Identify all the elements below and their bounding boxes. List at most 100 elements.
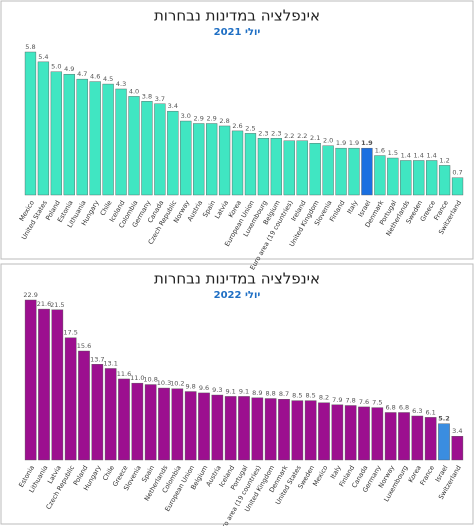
chart-title: אינפלציה במדינות נבחרות: [154, 7, 320, 25]
value-label: 2.9: [206, 115, 216, 123]
value-label: 4.3: [116, 80, 126, 88]
value-label: 9.1: [239, 387, 249, 395]
bar: [251, 397, 264, 461]
bar: [37, 61, 50, 196]
bar: [451, 436, 464, 461]
value-label: 13.7: [90, 355, 104, 363]
value-label: 2.6: [232, 122, 242, 130]
bar: [76, 78, 88, 196]
bar: [184, 391, 197, 461]
value-label: 8.8: [265, 390, 275, 398]
bar: [158, 387, 170, 461]
value-label: 1.2: [439, 156, 449, 164]
value-label: 6.1: [425, 408, 435, 416]
value-label: 5.4: [38, 53, 48, 61]
bar: [24, 51, 37, 196]
bar: [38, 308, 50, 461]
bar: [198, 392, 210, 461]
value-label: 8.7: [279, 390, 289, 398]
bar: [102, 83, 114, 196]
bar: [371, 407, 384, 461]
bar: [224, 396, 237, 461]
value-label: 8.9: [252, 389, 262, 397]
bar: [180, 120, 192, 196]
chart-subtitle: יולי 2021: [214, 27, 261, 38]
value-label: 1.4: [401, 151, 411, 159]
value-label: 17.5: [63, 329, 77, 337]
value-label: 11.6: [117, 370, 131, 378]
bar: [167, 110, 179, 196]
bar: [411, 415, 424, 461]
bar: [400, 160, 412, 196]
value-label: 6.8: [385, 403, 395, 411]
value-label: 1.9: [349, 139, 359, 147]
bar: [296, 140, 308, 196]
value-label: 10.8: [143, 376, 157, 384]
bar: [424, 417, 437, 461]
value-label: 3.4: [452, 427, 462, 435]
bar: [89, 81, 101, 196]
value-label: 7.9: [332, 396, 342, 404]
bar: [257, 138, 270, 196]
value-label: 8.5: [305, 392, 315, 400]
bar: [238, 396, 250, 461]
value-label: 4.0: [129, 87, 139, 95]
bar: [50, 71, 62, 196]
bar: [24, 299, 37, 461]
value-label: 1.9: [336, 139, 346, 147]
value-label: 4.6: [90, 73, 100, 81]
value-label: 2.0: [323, 137, 333, 145]
bar: [64, 337, 77, 461]
value-label: 5.2: [438, 415, 450, 423]
value-label: 3.7: [155, 95, 165, 103]
value-label: 13.1: [103, 359, 117, 367]
bar: [270, 138, 282, 196]
bar: [244, 133, 257, 196]
bar: [193, 123, 205, 196]
value-label: 9.1: [225, 387, 235, 395]
value-label: 2.5: [245, 124, 255, 132]
value-label: 5.8: [25, 43, 35, 51]
bar: [78, 350, 90, 461]
bar: [131, 382, 144, 461]
value-label: 7.8: [345, 397, 355, 405]
value-label: 2.9: [194, 115, 204, 123]
bar: [51, 309, 64, 461]
value-label: 7.6: [359, 398, 369, 406]
value-label: 0.7: [452, 169, 462, 177]
bar: [291, 400, 304, 461]
value-label: 21.5: [50, 301, 64, 309]
value-label: 1.6: [375, 147, 385, 155]
value-label: 3.0: [181, 112, 191, 120]
value-label: 7.5: [372, 399, 382, 407]
bar: [344, 405, 357, 461]
bar: [218, 125, 231, 196]
bar: [413, 160, 425, 196]
bar: [348, 147, 360, 196]
value-label: 6.3: [412, 407, 422, 415]
bar: [171, 388, 184, 461]
bar: [387, 157, 399, 196]
bar: [144, 384, 157, 461]
bar: [384, 412, 397, 461]
bar: [335, 147, 347, 196]
bar: [115, 88, 127, 196]
value-label: 8.5: [292, 392, 302, 400]
value-label: 22.9: [23, 291, 37, 299]
chart-title: אינפלציה במדינות נבחרות: [154, 270, 320, 288]
bar: [128, 96, 140, 196]
bar: [358, 406, 370, 461]
value-label: 8.2: [319, 394, 329, 402]
value-label: 10.2: [170, 380, 184, 388]
value-label: 6.8: [399, 403, 409, 411]
value-label: 3.4: [168, 102, 178, 110]
bar: [211, 394, 224, 461]
value-label: 2.2: [297, 132, 307, 140]
bar: [231, 130, 244, 196]
bar: [398, 412, 410, 461]
value-label: 2.3: [258, 129, 268, 137]
value-label: 2.3: [271, 129, 281, 137]
chart-subtitle: יולי 2022: [214, 290, 261, 301]
value-label: 4.9: [64, 65, 74, 73]
